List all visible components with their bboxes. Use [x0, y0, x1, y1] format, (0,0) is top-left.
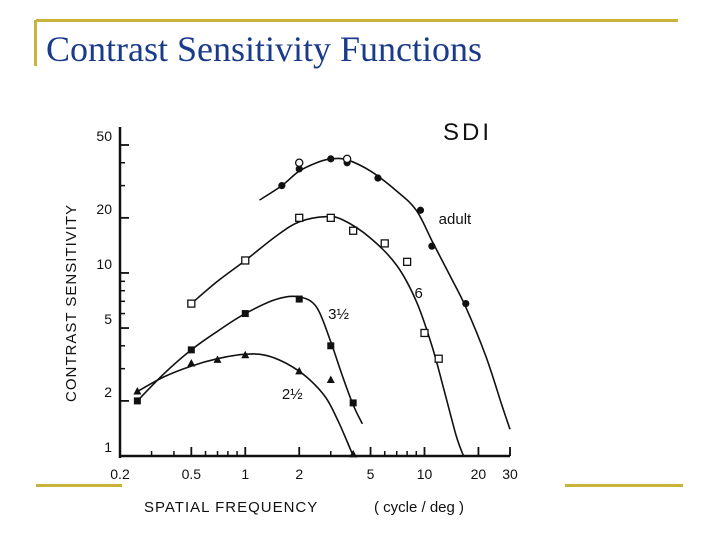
data-point — [241, 310, 249, 318]
data-point — [326, 213, 335, 222]
x-tick-label: 1 — [241, 466, 249, 482]
curve-label: 6 — [415, 285, 423, 302]
x-tick-label: 10 — [417, 466, 433, 482]
curve-label: 2½ — [282, 386, 303, 403]
frame-vertical-accent — [34, 20, 37, 66]
series-curve-0 — [259, 157, 511, 430]
data-point — [402, 257, 412, 266]
x-tick-label: 0.2 — [110, 466, 130, 482]
curve-label: 3½ — [328, 306, 349, 323]
data-point — [416, 206, 425, 214]
data-point — [434, 354, 443, 363]
data-point — [342, 154, 352, 164]
data-point — [349, 226, 358, 235]
data-point — [326, 375, 335, 384]
data-point — [187, 346, 195, 354]
data-point — [327, 342, 335, 350]
data-point — [462, 300, 470, 308]
data-point — [349, 399, 357, 407]
data-point — [349, 449, 358, 458]
x-tick-label: 20 — [471, 466, 487, 482]
data-point — [428, 242, 436, 250]
data-point — [213, 355, 222, 363]
x-tick-label: 30 — [502, 466, 518, 482]
data-point — [187, 359, 196, 367]
axes: 0.2 0.5 1 2 5 10 20 30 1 2 5 10 20 50 — [96, 127, 518, 482]
data-point — [133, 397, 141, 405]
data-point — [241, 350, 250, 359]
data-point — [380, 239, 389, 248]
y-tick-label: 5 — [104, 311, 112, 327]
data-point — [420, 328, 429, 338]
data-point — [374, 174, 382, 182]
y-tick-label: 2 — [104, 384, 112, 400]
data-point — [295, 213, 304, 222]
data-point — [295, 366, 304, 375]
x-tick-label: 2 — [295, 466, 303, 482]
data-point — [327, 155, 335, 163]
x-axis-title: SPATIAL FREQUENCY — [144, 499, 318, 516]
data-point — [241, 256, 250, 265]
data-point — [133, 387, 142, 395]
footer-accent-right — [565, 484, 683, 487]
markers — [133, 154, 470, 458]
frame-horizontal-accent — [36, 19, 678, 22]
x-tick-label: 0.5 — [182, 466, 202, 482]
x-axis-units: ( cycle / deg ) — [374, 499, 464, 516]
y-tick-label: 1 — [104, 439, 112, 455]
data-point — [187, 299, 196, 308]
y-tick-label: 50 — [96, 128, 112, 144]
series-curve-3 — [137, 353, 354, 457]
y-tick-label: 10 — [96, 256, 112, 272]
slide-title: Contrast Sensitivity Functions — [46, 29, 483, 69]
labels: adult 6 3½ 2½ — [282, 211, 472, 403]
data-point — [278, 182, 286, 190]
data-point — [294, 158, 304, 167]
curve-label: adult — [439, 211, 472, 228]
chart-title: SDI — [443, 119, 492, 146]
data-point — [295, 165, 303, 173]
y-axis-title: CONTRAST SENSITIVITY — [63, 204, 80, 402]
y-tick-label: 20 — [96, 201, 112, 217]
footer-accent-left — [36, 484, 122, 487]
data-point — [295, 295, 303, 303]
x-tick-label: 5 — [367, 466, 375, 482]
